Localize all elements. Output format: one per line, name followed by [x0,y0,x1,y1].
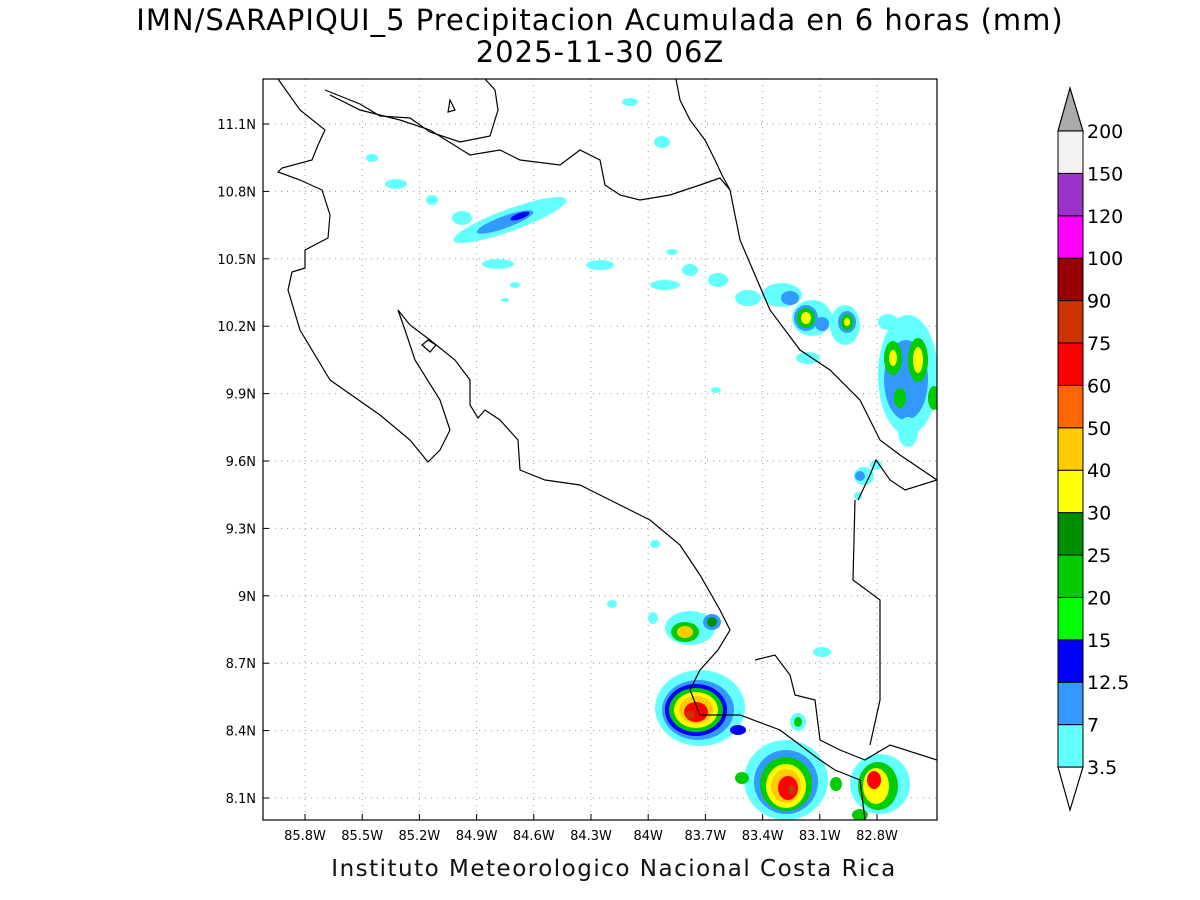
lat-tick-label: 8.4N [226,725,256,740]
colorbar-label: 12.5 [1087,672,1129,694]
map-frame [262,78,938,821]
lon-tick-label: 84.3W [570,829,612,844]
colorbar-label: 150 [1087,163,1123,185]
colorbar-swatch [1057,724,1084,768]
lat-tick-label: 9.6N [226,455,256,470]
lat-tick-label: 8.7N [226,657,256,672]
lon-tick-label: 83.7W [684,829,726,844]
colorbar-swatch [1057,384,1084,429]
colorbar-swatch [1057,257,1084,302]
colorbar-swatch [1057,596,1084,641]
precipitation-field [366,98,937,820]
lat-tick-label: 8.1N [226,792,256,807]
colorbar-swatch [1057,512,1084,556]
lon-tick-label: 84.6W [513,829,555,844]
lat-tick-label: 10.2N [217,320,256,335]
colorbar-swatch [1057,427,1084,471]
lat-tick-label: 10.8N [217,185,256,200]
colorbar-swatch [1057,554,1084,598]
lon-tick-label: 85.5W [341,829,383,844]
colorbar-label: 50 [1087,418,1111,440]
colorbar-label: 60 [1087,375,1111,397]
colorbar-max-arrow [1057,85,1084,132]
colorbar-swatch [1057,300,1084,344]
colorbar-label: 15 [1087,630,1111,652]
colorbar-label: 90 [1087,291,1111,313]
colorbar-swatch [1057,681,1084,726]
colorbar-label: 100 [1087,248,1123,270]
lat-tick-label: 9.9N [226,388,256,403]
lon-tick-label: 85.2W [398,829,440,844]
colorbar-swatch [1057,469,1084,514]
lat-tick-label: 11.1N [217,118,256,133]
axis-ticks: 11.1N 10.8N 10.5N 10.2N 9.9N 9.6N 9.3N 9N 8.7N 8.… [217,118,898,844]
lon-tick-label: 84W [633,829,663,844]
colorbar-label: 3.5 [1087,757,1117,779]
colorbar-swatch [1057,130,1084,174]
colorbar-label: 30 [1087,503,1111,525]
colorbar-label: 20 [1087,587,1111,609]
colorbar-label: 200 [1087,121,1123,143]
colorbar-label: 7 [1087,715,1099,737]
colorbar-label: 40 [1087,460,1111,482]
lon-tick-label: 83.4W [742,829,784,844]
coastline [276,79,937,820]
lon-tick-label: 82.8W [856,829,898,844]
colorbar-swatch [1057,172,1084,217]
graticule [263,79,937,820]
colorbar-swatch [1057,215,1084,259]
credit-line: Instituto Meteorologico Nacional Costa R… [331,856,897,882]
colorbar-min-arrow [1057,766,1084,813]
lon-tick-label: 84.9W [456,829,498,844]
map-timestamp: 2025-11-30 06Z [475,35,725,69]
lat-tick-label: 9N [238,590,256,605]
colorbar: 3.5 7 12.5 15 20 25 30 40 50 60 75 90 100 120 150 200 [1057,85,1129,813]
colorbar-swatch [1057,639,1084,683]
lat-tick-label: 10.5N [217,253,256,268]
colorbar-label: 120 [1087,206,1123,228]
colorbar-swatch [1057,342,1084,386]
lon-tick-label: 85.8W [284,829,326,844]
colorbar-label: 25 [1087,545,1111,567]
colorbar-label: 75 [1087,333,1111,355]
lat-tick-label: 9.3N [226,522,256,537]
map-title: IMN/SARAPIQUI_5 Precipitacion Acumulada … [136,3,1064,37]
lon-tick-label: 83.1W [799,829,841,844]
